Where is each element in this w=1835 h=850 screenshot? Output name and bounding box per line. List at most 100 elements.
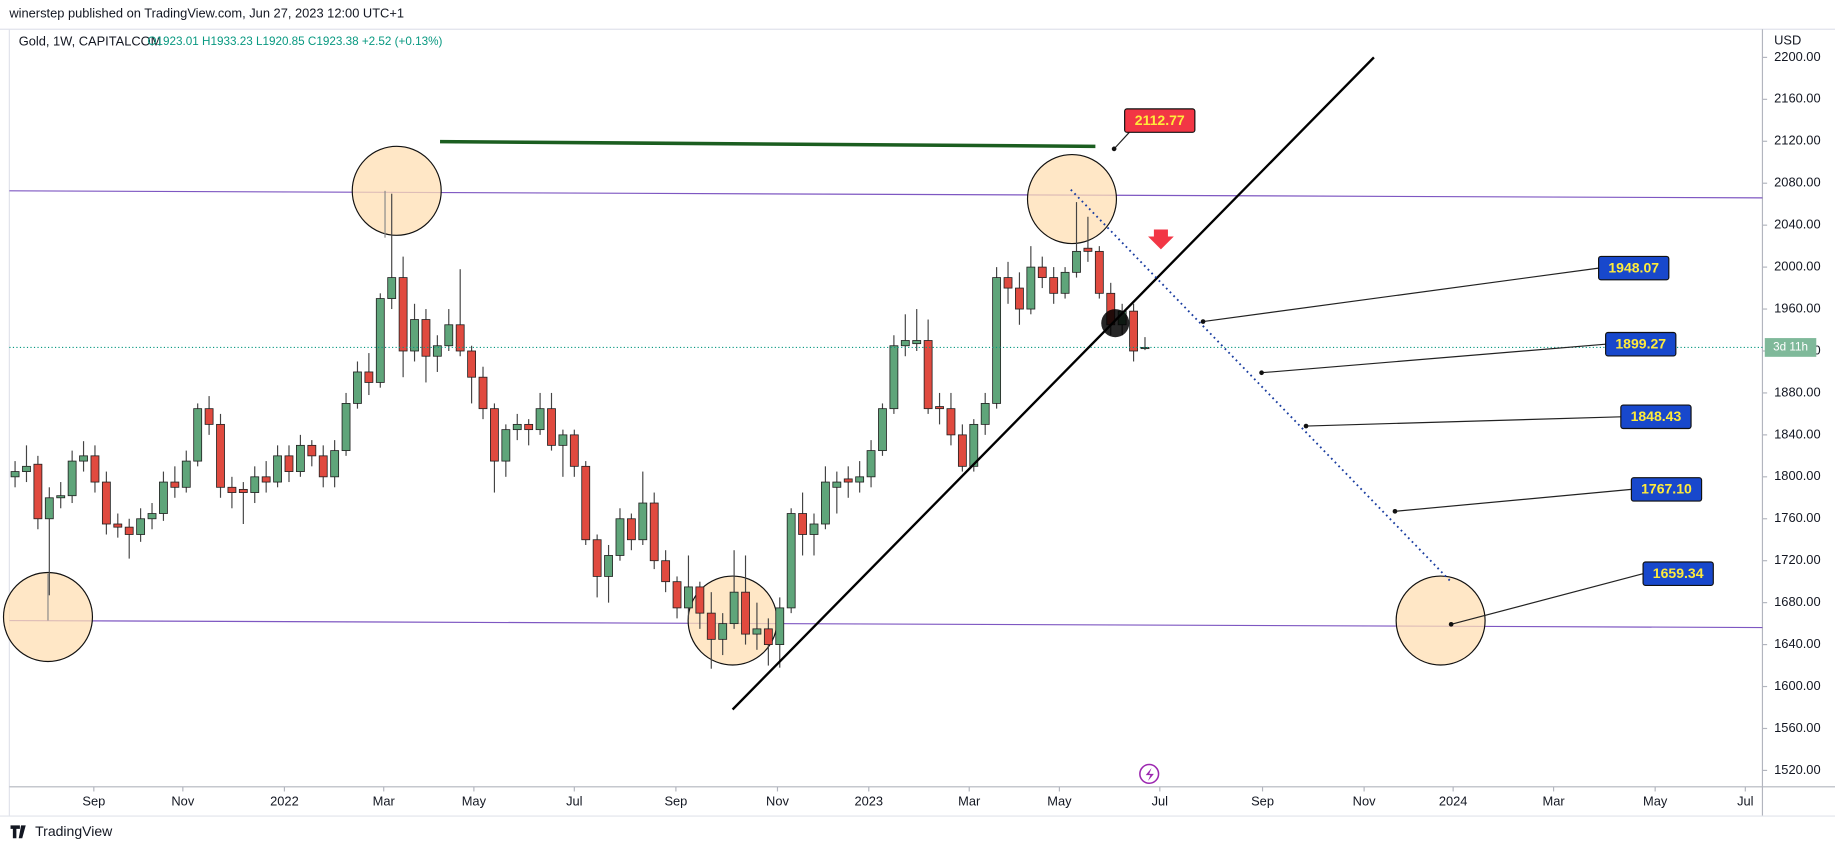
candle-body bbox=[90, 455, 100, 483]
candle-body bbox=[524, 423, 534, 431]
candle-body bbox=[33, 463, 43, 520]
candle-body bbox=[809, 523, 819, 535]
candle-body bbox=[786, 513, 796, 609]
trend-line bbox=[731, 56, 1375, 711]
candle-body bbox=[227, 486, 237, 493]
candle-body bbox=[501, 429, 511, 462]
y-tick-label: 1720.00 bbox=[1774, 552, 1820, 567]
x-tick-label: Jul bbox=[1737, 793, 1753, 808]
candle-body bbox=[775, 607, 785, 646]
publisher: winerstep published on TradingView.com, … bbox=[8, 5, 404, 20]
level-pointer bbox=[1261, 343, 1606, 374]
candle-body bbox=[900, 340, 910, 347]
level-pointer bbox=[1450, 573, 1644, 625]
candle-body bbox=[490, 408, 499, 462]
candle-body bbox=[364, 371, 374, 383]
candle-body bbox=[878, 408, 887, 452]
candle-body bbox=[604, 555, 613, 577]
highlight-circle bbox=[1026, 153, 1118, 245]
level-label: 1848.43 bbox=[1631, 408, 1682, 424]
candle-body bbox=[923, 340, 933, 410]
down-arrow bbox=[1148, 229, 1174, 250]
candle-body bbox=[170, 481, 180, 488]
candle-body bbox=[410, 319, 419, 352]
candle-body bbox=[101, 481, 111, 525]
top-line bbox=[440, 139, 1096, 149]
candles bbox=[9, 193, 1763, 669]
candle-body bbox=[1129, 310, 1138, 352]
candle-body bbox=[706, 612, 716, 640]
resistance-line bbox=[9, 190, 1763, 199]
candle-body bbox=[113, 523, 123, 528]
level-box bbox=[1605, 331, 1677, 357]
candle-body bbox=[855, 476, 865, 483]
candle-body bbox=[649, 502, 659, 562]
footer-brand: TradingView bbox=[35, 823, 113, 839]
candle-body bbox=[67, 460, 77, 497]
highlight-circle bbox=[1395, 575, 1486, 666]
x-tick-label: Mar bbox=[373, 793, 396, 808]
candle-body bbox=[512, 423, 522, 431]
candle-body bbox=[935, 406, 944, 410]
candle-body bbox=[124, 526, 134, 535]
y-tick-label: 2040.00 bbox=[1774, 217, 1820, 232]
candle-body bbox=[478, 376, 488, 410]
candle-body bbox=[615, 518, 625, 556]
y-tick-label: 1800.00 bbox=[1774, 468, 1820, 483]
event-bolt bbox=[1145, 768, 1154, 781]
y-tick-label: 1960.00 bbox=[1774, 300, 1820, 315]
x-tick-label: May bbox=[1047, 793, 1072, 808]
y-axis-label: USD bbox=[1774, 32, 1801, 47]
level-dot bbox=[1111, 146, 1117, 152]
level-dot bbox=[1448, 621, 1454, 627]
projection-line bbox=[1070, 189, 1452, 583]
level-dot bbox=[1392, 508, 1398, 514]
x-tick-label: Sep bbox=[664, 793, 687, 808]
level-box bbox=[1620, 404, 1692, 430]
candle-body bbox=[889, 345, 899, 410]
candle-body bbox=[1049, 277, 1059, 294]
y-tick-label: 2160.00 bbox=[1774, 91, 1820, 106]
candle-body bbox=[216, 423, 225, 488]
candle-body bbox=[843, 478, 853, 483]
candle-body bbox=[866, 450, 876, 478]
candle-body bbox=[798, 513, 807, 535]
candle-body bbox=[44, 497, 54, 520]
x-tick-label: Nov bbox=[171, 793, 194, 808]
candle-body bbox=[181, 460, 191, 488]
candle-body bbox=[330, 450, 340, 478]
candle-body bbox=[832, 481, 842, 488]
candle-body bbox=[204, 408, 214, 425]
x-tick-label: Sep bbox=[1251, 793, 1274, 808]
candle-body bbox=[763, 628, 773, 646]
level-label: 1767.10 bbox=[1641, 481, 1692, 497]
candle-body bbox=[307, 444, 317, 457]
level-pointer bbox=[1202, 267, 1599, 323]
symbol: Gold, 1W, CAPITALCOM bbox=[19, 34, 162, 49]
candle-body bbox=[661, 560, 671, 583]
footer-logo bbox=[10, 825, 26, 839]
candle-body bbox=[547, 408, 556, 446]
candle-body bbox=[79, 455, 88, 462]
level-label: 2112.77 bbox=[1135, 112, 1185, 128]
candle-body bbox=[444, 324, 454, 347]
y-tick-label: 2120.00 bbox=[1774, 133, 1820, 148]
candle-body bbox=[569, 434, 579, 467]
highlight-circle bbox=[351, 145, 442, 236]
level-label: 1899.27 bbox=[1615, 336, 1666, 352]
countdown: 3d 11h bbox=[1773, 341, 1808, 354]
x-tick-label: Nov bbox=[1353, 793, 1376, 808]
candle-body bbox=[592, 539, 602, 577]
candle-body bbox=[741, 591, 750, 635]
candle-body bbox=[421, 319, 431, 357]
x-tick-label: May bbox=[462, 793, 487, 808]
candle-body bbox=[638, 502, 648, 541]
level-box bbox=[1630, 477, 1703, 502]
x-tick-label: Sep bbox=[82, 793, 105, 808]
candle-body bbox=[159, 481, 168, 514]
level-dot bbox=[1259, 370, 1264, 376]
candle-body bbox=[718, 623, 728, 640]
y-tick-label: 1520.00 bbox=[1774, 762, 1820, 777]
x-tick-label: Jul bbox=[1152, 793, 1168, 808]
